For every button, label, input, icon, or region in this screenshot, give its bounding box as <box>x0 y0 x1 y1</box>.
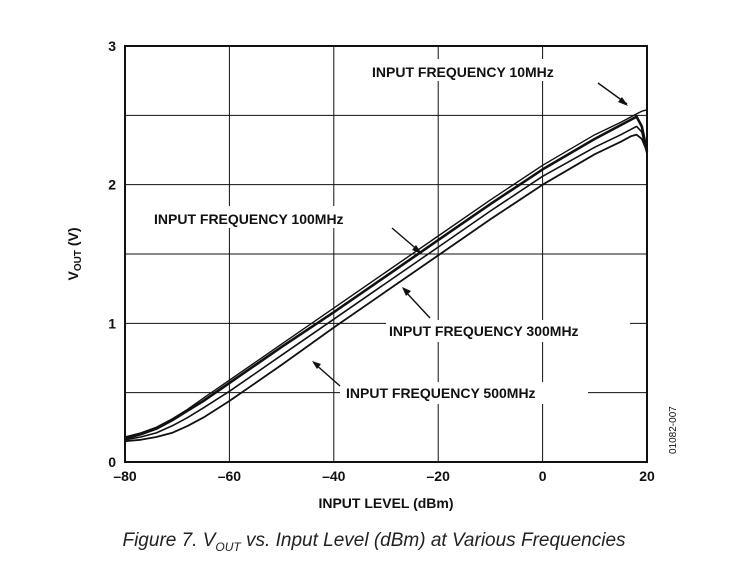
y-axis-title: VOUT (V) <box>65 227 84 280</box>
callouts: INPUT FREQUENCY 10MHz INPUT FREQUENCY 10… <box>148 59 630 404</box>
y-axis-title-main: V <box>65 271 81 281</box>
callout-100mhz-arrowhead <box>412 245 422 254</box>
y-axis-title-unit: (V) <box>65 227 81 250</box>
x-axis-title: INPUT LEVEL (dBm) <box>318 495 453 511</box>
callout-500mhz-label: INPUT FREQUENCY 500MHz <box>346 385 536 401</box>
series-line-2 <box>124 115 649 440</box>
x-tick-label: –20 <box>427 468 451 484</box>
callout-300mhz-arrow <box>403 289 431 319</box>
callout-10mhz-arrowhead <box>618 97 628 106</box>
y-tick-label: 0 <box>108 454 116 470</box>
callout-100mhz-bg <box>148 206 394 228</box>
callout-10mhz-label: INPUT FREQUENCY 10MHz <box>372 64 554 80</box>
series-line-4 <box>124 133 648 443</box>
series-lines <box>124 109 649 443</box>
y-tick-label: 1 <box>108 315 116 331</box>
x-tick-label: 0 <box>539 468 547 484</box>
callout-500mhz-bg <box>340 382 588 404</box>
callout-300mhz-label: INPUT FREQUENCY 300MHz <box>389 323 579 339</box>
callout-500mhz-arrowhead <box>312 361 321 369</box>
caption-sub: OUT <box>215 539 241 554</box>
x-tick-label: –80 <box>113 468 137 484</box>
callout-100mhz-label: INPUT FREQUENCY 100MHz <box>154 211 344 227</box>
caption-suffix: vs. Input Level (dBm) at Various Frequen… <box>240 530 626 551</box>
x-tick-label: –40 <box>322 468 346 484</box>
callout-300mhz-arrowhead <box>402 287 411 296</box>
y-tick-label: 3 <box>108 38 116 54</box>
callout-300mhz-bg <box>386 320 630 342</box>
x-tick-label: 20 <box>639 468 655 484</box>
chart: INPUT FREQUENCY 10MHz INPUT FREQUENCY 10… <box>65 38 679 511</box>
caption-prefix: Figure 7. V <box>122 530 216 551</box>
x-tick-label: –60 <box>218 468 242 484</box>
callout-bg-10mhz <box>366 59 606 81</box>
figure-id: 01082-007 <box>668 406 679 454</box>
y-axis-title-sub: OUT <box>73 250 84 271</box>
plot-frame <box>124 45 648 463</box>
tick-labels: –80 –60 –40 –20 0 20 0 1 2 3 <box>108 38 655 484</box>
series-line-3 <box>124 125 648 441</box>
figure-caption: Figure 7. VOUT vs. Input Level (dBm) at … <box>0 530 748 554</box>
y-tick-label: 2 <box>108 177 116 193</box>
